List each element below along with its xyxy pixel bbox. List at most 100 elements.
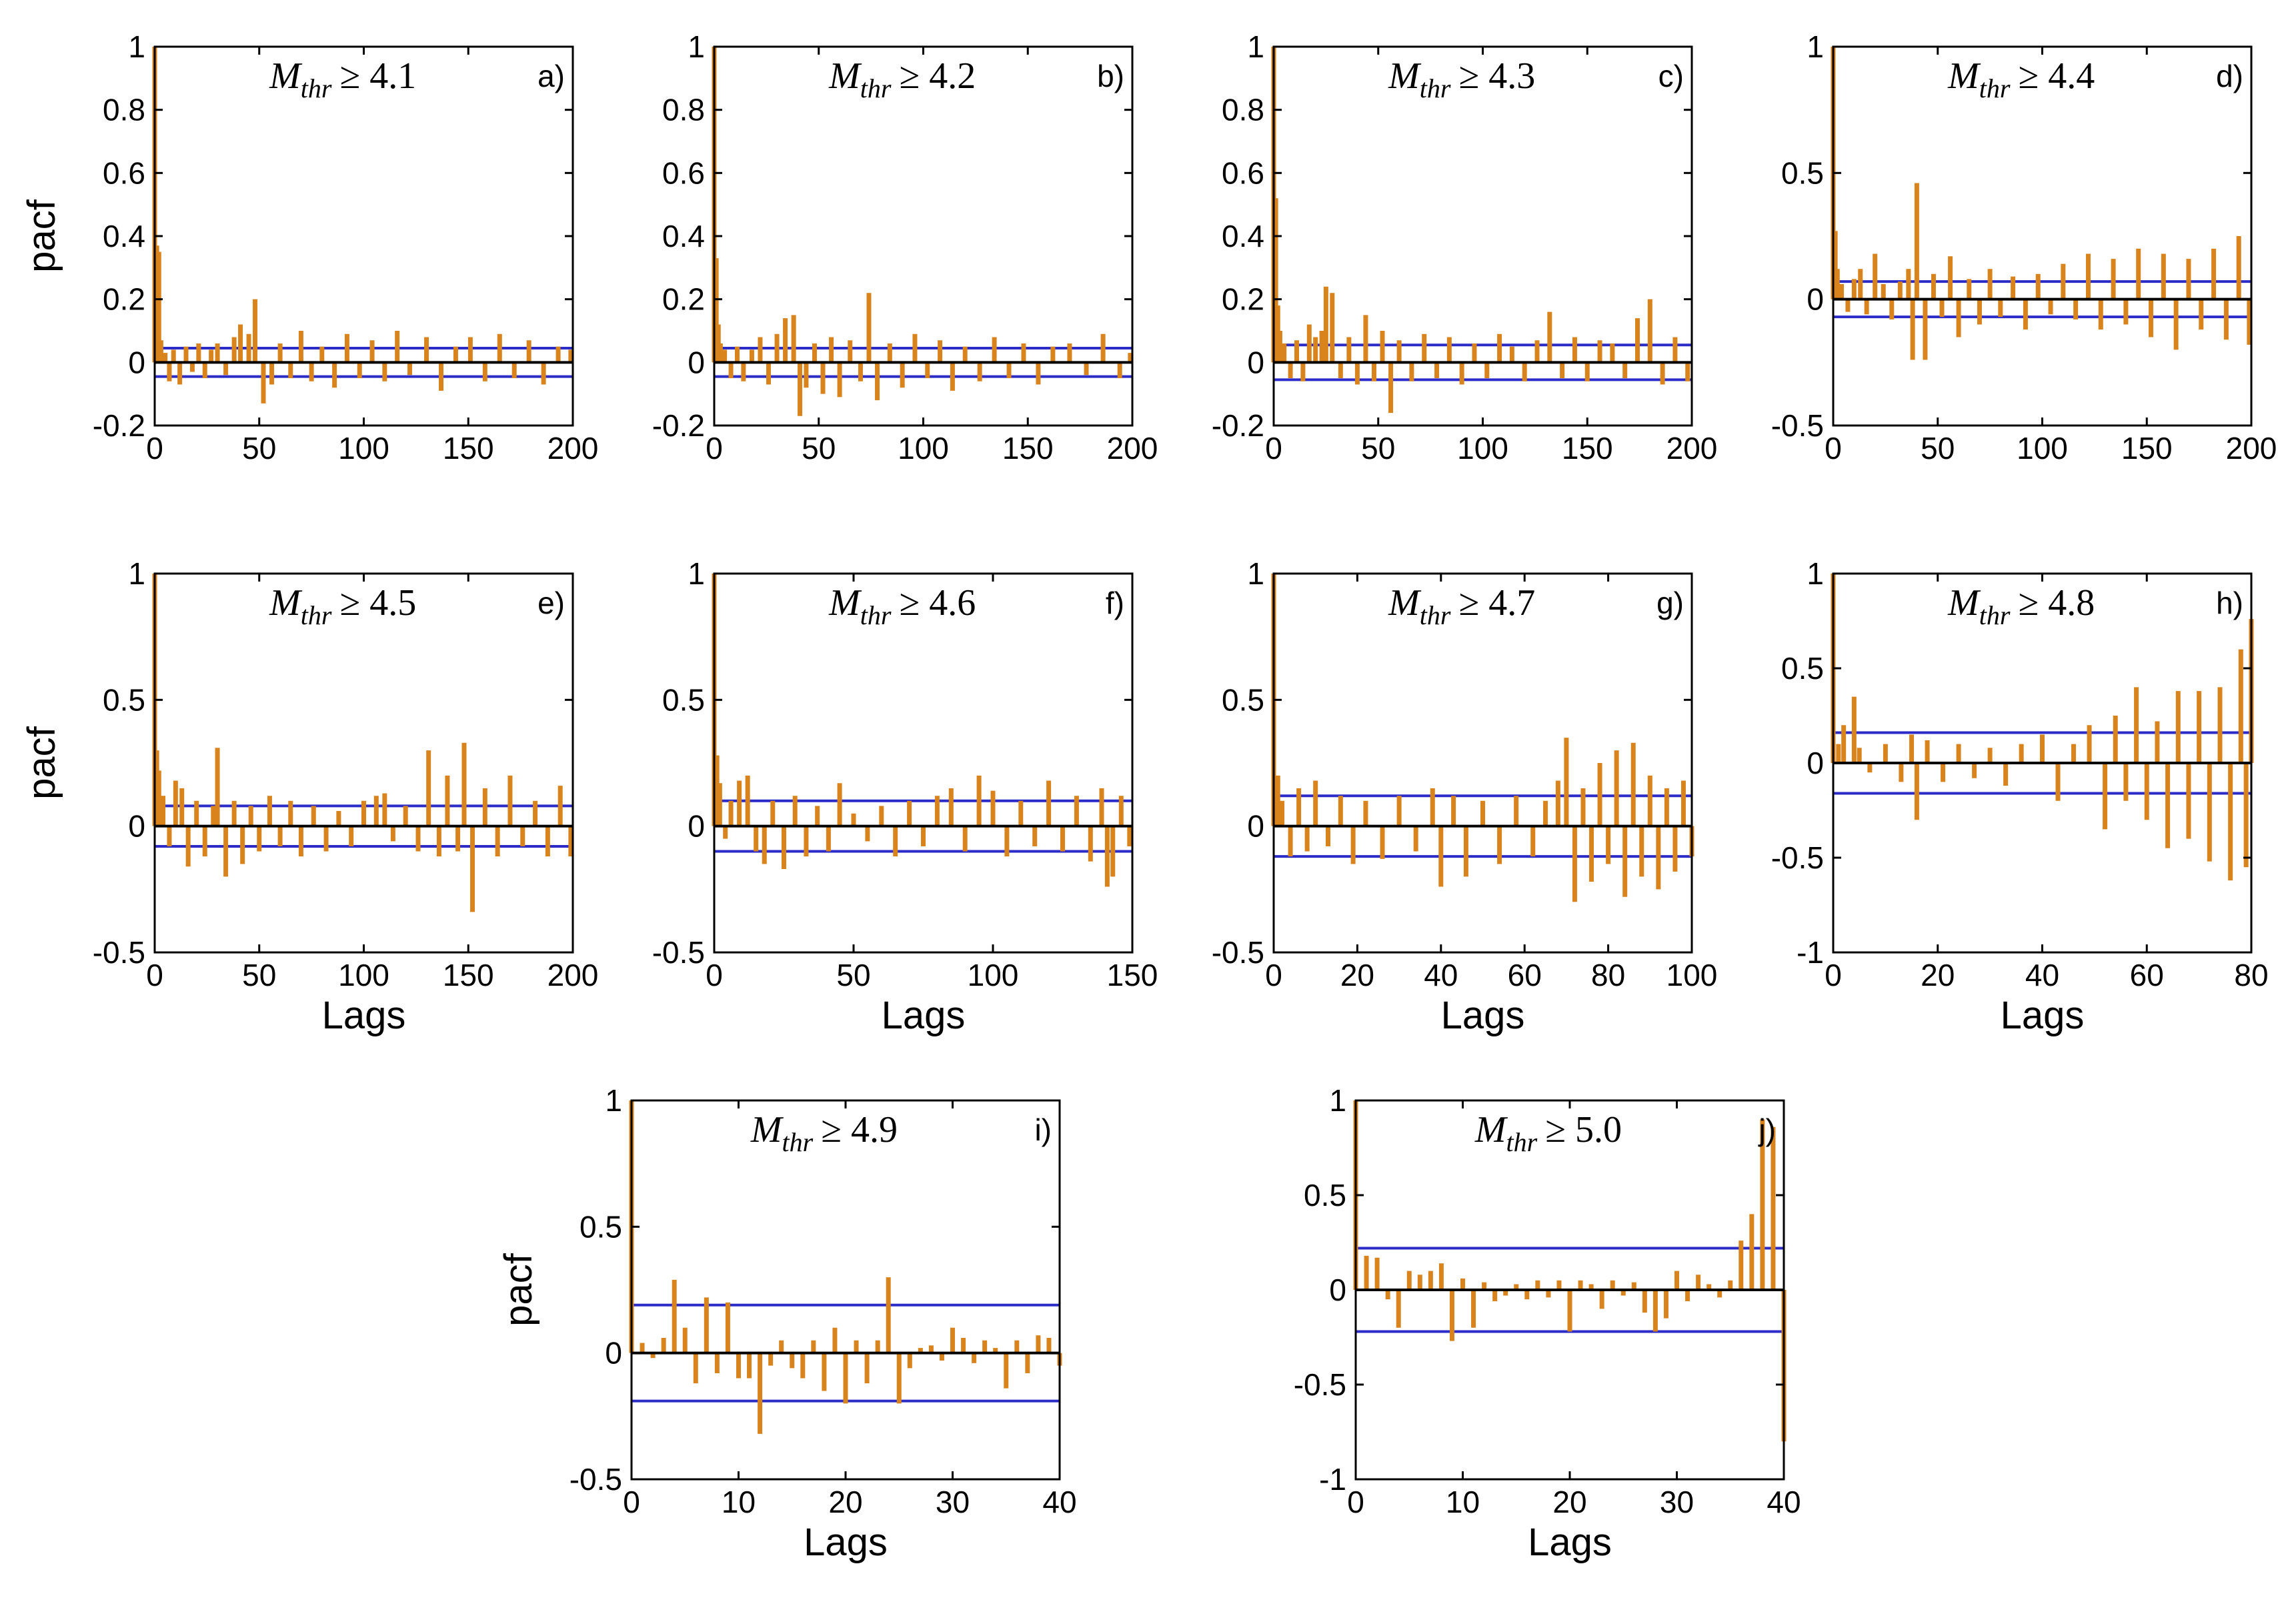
panel-label: i)	[1034, 1112, 1052, 1147]
panel-title: Mthr ≥ 4.5	[269, 582, 416, 630]
x-tick-label: 50	[242, 958, 276, 992]
title-threshold: ≥ 5.0	[1545, 1109, 1622, 1150]
y-tick-label: 1	[688, 556, 705, 591]
x-tick-label: 100	[968, 958, 1019, 992]
panel-label: d)	[2216, 59, 2243, 93]
x-tick-label: 100	[338, 431, 389, 466]
x-tick-label: 0	[1825, 431, 1842, 466]
y-tick-label: 0.4	[662, 219, 705, 253]
y-tick-label: 1	[1247, 29, 1264, 64]
y-tick-label: 0.2	[103, 282, 145, 317]
title-subscript: thr	[860, 600, 892, 630]
y-tick-label: -1	[1319, 1462, 1346, 1497]
x-tick-label: 60	[1508, 958, 1542, 992]
y-tick-label: 0.6	[1222, 155, 1264, 190]
title-threshold: ≥ 4.5	[339, 582, 416, 624]
y-tick-label: 0.4	[1222, 219, 1264, 253]
y-tick-label: -0.5	[652, 935, 705, 970]
x-tick-label: 0	[1265, 431, 1282, 466]
x-tick-label: 150	[1107, 958, 1158, 992]
panel-title: Mthr ≥ 4.8	[1947, 582, 2095, 630]
title-threshold: ≥ 4.8	[2018, 582, 2095, 624]
x-tick-label: 50	[836, 958, 870, 992]
y-tick-label: 0	[1247, 809, 1264, 844]
y-tick-label: -0.5	[1771, 408, 1824, 443]
x-tick-label: 30	[1660, 1485, 1694, 1519]
axes-frame	[153, 45, 574, 427]
y-tick-label: -0.5	[1771, 840, 1824, 875]
panel-title: Mthr ≥ 4.3	[1388, 55, 1535, 103]
y-tick-label: 0	[128, 345, 145, 379]
x-tick-label: 20	[1340, 958, 1374, 992]
x-tick-label: 0	[706, 958, 723, 992]
y-tick-label: 0.2	[662, 282, 705, 317]
x-tick-label: 200	[547, 958, 599, 992]
y-tick-label: 0.5	[662, 682, 705, 717]
y-tick-label: 0.5	[103, 682, 145, 717]
x-tick-label: 50	[802, 431, 836, 466]
x-tick-label: 0	[146, 958, 163, 992]
x-tick-label: 10	[722, 1485, 756, 1519]
x-tick-label: 80	[1591, 958, 1625, 992]
title-threshold: ≥ 4.9	[821, 1109, 898, 1150]
x-tick-label: 200	[1666, 431, 1718, 466]
x-tick-label: 0	[146, 431, 163, 466]
y-tick-label: -1	[1797, 935, 1824, 970]
x-tick-label: 150	[2121, 431, 2173, 466]
y-tick-label: 0.5	[1222, 682, 1264, 717]
axes-frame	[713, 572, 1134, 954]
y-tick-label: 0.5	[1781, 155, 1824, 190]
y-tick-label: -0.2	[93, 408, 145, 443]
panel-h: 0 20 40 60 80 -1 -0.5 0 0.5 1 Mthr ≥ 4.8 h) Lags	[1771, 556, 2269, 1037]
panel-label: g)	[1656, 586, 1684, 620]
x-tick-label: 40	[2025, 958, 2059, 992]
y-axis-label: pacf	[20, 199, 63, 273]
x-tick-label: 10	[1446, 1485, 1480, 1519]
title-subscript: thr	[1979, 73, 2011, 103]
y-tick-label: 1	[128, 556, 145, 591]
panel-label: c)	[1658, 59, 1684, 93]
title-subscript: thr	[860, 73, 892, 103]
x-tick-label: 200	[2226, 431, 2277, 466]
x-tick-label: 0	[706, 431, 723, 466]
panel-j: 0 10 20 30 40 -1 -0.5 0 0.5 1 Mthr ≥ 5.0 j) Lags	[1294, 1083, 1801, 1564]
panel-title: Mthr ≥ 5.0	[1474, 1109, 1622, 1157]
panel-title: Mthr ≥ 4.7	[1388, 582, 1535, 630]
x-tick-label: 50	[1361, 431, 1395, 466]
y-tick-label: 0	[128, 809, 145, 844]
title-threshold: ≥ 4.4	[2018, 55, 2095, 97]
y-tick-label: 0.6	[662, 155, 705, 190]
x-tick-label: 100	[898, 431, 949, 466]
y-tick-label: 0.6	[103, 155, 145, 190]
title-symbol: M	[1947, 55, 1981, 97]
title-symbol: M	[1947, 582, 1981, 624]
y-tick-label: 1	[688, 29, 705, 64]
y-axis-label: pacf	[497, 1253, 540, 1327]
x-tick-label: 20	[828, 1485, 862, 1519]
axes-frame	[1272, 572, 1693, 954]
y-tick-label: 1	[1247, 556, 1264, 591]
title-threshold: ≥ 4.7	[1458, 582, 1535, 624]
title-symbol: M	[269, 582, 303, 624]
title-subscript: thr	[301, 600, 332, 630]
panel-label: f)	[1106, 586, 1124, 620]
panel-title: Mthr ≥ 4.6	[828, 582, 976, 630]
y-tick-label: -0.5	[93, 935, 145, 970]
y-tick-label: 0	[688, 809, 705, 844]
x-tick-label: 100	[338, 958, 389, 992]
title-subscript: thr	[1979, 600, 2011, 630]
x-tick-label: 40	[1767, 1485, 1801, 1519]
y-tick-label: 0.8	[662, 93, 705, 127]
y-tick-label: -0.5	[569, 1462, 622, 1497]
title-subscript: thr	[1420, 73, 1451, 103]
y-tick-label: 0.5	[580, 1209, 622, 1244]
x-tick-label: 80	[2234, 958, 2268, 992]
axes-frame	[713, 45, 1134, 427]
x-tick-label: 0	[1825, 958, 1842, 992]
x-axis-label: Lags	[804, 1521, 888, 1564]
y-tick-label: 1	[128, 29, 145, 64]
